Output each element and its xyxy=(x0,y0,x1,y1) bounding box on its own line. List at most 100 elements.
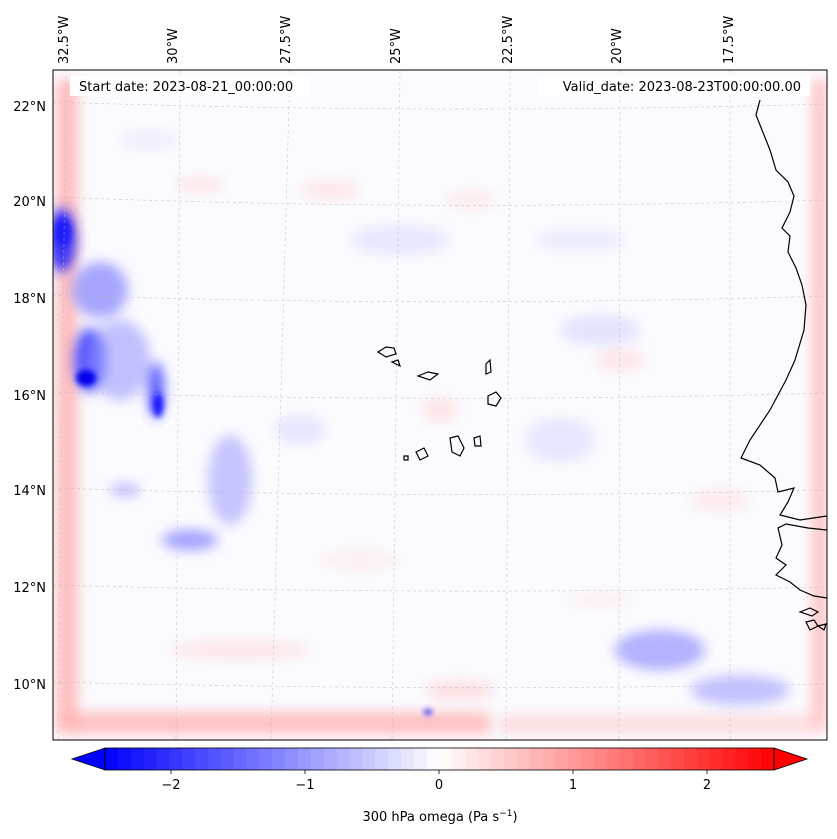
colorbar-cell xyxy=(542,748,556,770)
colorbar-cell xyxy=(478,748,492,770)
lat-label: 10°N xyxy=(13,678,46,693)
colorbar-frame xyxy=(104,747,775,771)
latitude-labels: 22°N 20°N 18°N 16°N 14°N 12°N 10°N xyxy=(13,100,46,693)
colorbar-cell xyxy=(439,748,453,770)
colorbar-cell xyxy=(259,748,273,770)
colorbar-cell xyxy=(452,748,466,770)
colorbar-cell xyxy=(426,748,440,770)
graticule xyxy=(53,70,827,740)
colorbar-cell xyxy=(696,748,711,770)
cape-verde-boa-vista xyxy=(487,391,502,407)
colorbar-cell xyxy=(503,748,518,770)
colorbar-cell xyxy=(169,748,183,770)
colorbar-cell xyxy=(645,748,659,770)
lat-label: 18°N xyxy=(13,292,46,307)
colorbar-cell xyxy=(413,748,428,770)
colorbar-cell xyxy=(388,748,402,770)
colorbar-cell xyxy=(490,748,505,770)
colorbar-cell xyxy=(748,748,762,770)
lon-label: 30°W xyxy=(166,28,181,64)
colorbar-cell xyxy=(336,748,350,770)
colorbar-extend-min xyxy=(70,747,106,771)
colorbar-cell xyxy=(220,748,235,770)
colorbar-tick-label: 1 xyxy=(569,778,577,793)
colorbar-cell xyxy=(323,748,337,770)
colorbar-label-main: 300 hPa omega (Pa s xyxy=(362,810,499,825)
colorbar-cell xyxy=(555,748,569,770)
colorbar-cell xyxy=(671,748,685,770)
colorbar-tick-label: −2 xyxy=(161,778,180,793)
cape-verde-santo-antao xyxy=(376,346,397,358)
colorbar-cell xyxy=(285,748,299,770)
colorbar-cell xyxy=(465,748,479,770)
cape-verde-santiago xyxy=(449,435,465,457)
start-date-box xyxy=(70,76,310,96)
coastlines xyxy=(376,99,827,631)
colorbar-cell xyxy=(207,748,222,770)
colorbar-cell xyxy=(529,748,543,770)
map-frame xyxy=(52,69,828,741)
lat-label: 14°N xyxy=(13,484,46,499)
lon-label: 27.5°W xyxy=(279,16,294,64)
lat-label: 16°N xyxy=(13,389,46,404)
longitude-labels: 32.5°W 30°W 27.5°W 25°W 22.5°W 20°W 17.5… xyxy=(57,16,737,64)
cape-verde-maio xyxy=(473,435,482,447)
colorbar-label-close: ) xyxy=(512,810,517,825)
start-date-label: Start date: 2023-08-21_00:00:00 xyxy=(79,80,293,95)
cape-verde-brava xyxy=(403,455,409,461)
map-panel: Start date: 2023-08-21_00:00:00 Valid_da… xyxy=(53,70,827,740)
colorbar-cell xyxy=(581,748,595,770)
colorbar-tick-label: 0 xyxy=(435,778,443,793)
colorbar-cell xyxy=(349,748,363,770)
colorbar-cell xyxy=(400,748,415,770)
cape-verde-fogo xyxy=(415,447,429,461)
colorbar-cell xyxy=(143,748,157,770)
colorbar-tick-label: 2 xyxy=(703,778,711,793)
lat-label: 22°N xyxy=(13,100,46,115)
lat-label: 12°N xyxy=(13,581,46,596)
lon-label: 22.5°W xyxy=(501,16,516,64)
cape-verde-sal xyxy=(485,358,492,375)
colorbar-label-exponent: −1 xyxy=(499,809,512,819)
colorbar-cell xyxy=(593,748,608,770)
colorbar-cell xyxy=(568,748,582,770)
colorbar-cell xyxy=(632,748,646,770)
lon-label: 25°W xyxy=(389,28,404,64)
colorbar-cell xyxy=(233,748,247,770)
colorbar-cell xyxy=(619,748,633,770)
valid-date-label: Valid_date: 2023-08-23T00:00:00.00 xyxy=(563,80,801,95)
colorbar-cell xyxy=(375,748,389,770)
colorbar-cell xyxy=(105,748,119,770)
colorbar-cell xyxy=(362,748,376,770)
colorbar-cell xyxy=(195,748,209,770)
colorbar-label: 300 hPa omega (Pa s−1) xyxy=(362,809,517,825)
colorbar-cell xyxy=(272,748,286,770)
colorbar-cell xyxy=(658,748,672,770)
colorbar-cell xyxy=(182,748,196,770)
colorbar-cell xyxy=(310,748,325,770)
valid-date-box xyxy=(538,76,810,96)
africa-coastline-south xyxy=(774,523,827,599)
colorbar-ticks xyxy=(170,770,708,774)
colorbar-cell xyxy=(722,748,736,770)
colorbar-cell xyxy=(709,748,723,770)
colorbar-cell xyxy=(117,748,132,770)
colorbar-extend-max xyxy=(773,747,809,771)
bijagos-islands xyxy=(798,607,827,631)
lon-label: 32.5°W xyxy=(57,16,72,64)
colorbar-cell xyxy=(761,748,775,770)
colorbar-cell xyxy=(606,748,621,770)
lon-label: 17.5°W xyxy=(722,16,737,64)
cape-verde-sao-nicolau xyxy=(416,371,440,381)
africa-coastline xyxy=(740,99,827,521)
lat-label: 20°N xyxy=(13,195,46,210)
colorbar-cells xyxy=(105,748,775,770)
colorbar-cell xyxy=(130,748,144,770)
lon-label: 20°W xyxy=(610,28,625,64)
colorbar-cell xyxy=(246,748,260,770)
colorbar-tick-label: −1 xyxy=(295,778,314,793)
colorbar-cell xyxy=(735,748,749,770)
omega-field xyxy=(53,80,827,734)
